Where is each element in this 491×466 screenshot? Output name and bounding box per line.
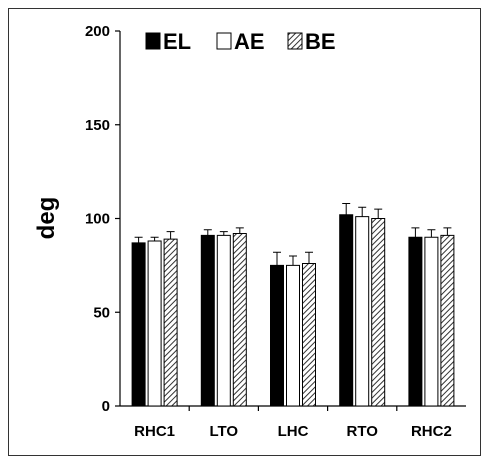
y-tick-label: 100 (85, 211, 110, 228)
legend-label-be: BE (305, 29, 336, 54)
legend-label-el: EL (163, 29, 191, 54)
bar-el-rhc1 (131, 242, 146, 407)
bar-be-lhc (302, 263, 316, 407)
bar-el-rhc2 (408, 236, 423, 407)
bar-ae-lhc (286, 264, 300, 407)
bar-ae-lto (216, 234, 231, 407)
bars (131, 214, 455, 407)
category-label: RHC1 (134, 423, 175, 440)
bar-be-lto (232, 233, 247, 407)
tick-labels: 0 50 100 150 200 RHC1 LTO LHC RTO RHC2 (85, 23, 452, 440)
bar-ae-rhc2 (424, 236, 439, 407)
bar-be-rhc1 (163, 238, 178, 407)
y-tick-label: 150 (85, 117, 110, 134)
bar-be-rhc2 (440, 234, 455, 407)
category-label: RHC2 (411, 423, 452, 440)
bar-be-rto (371, 218, 386, 407)
legend: EL AE BE (145, 29, 336, 54)
bar-el-lhc (270, 264, 284, 407)
bar-el-rto (339, 214, 354, 407)
legend-swatch-be (287, 32, 303, 50)
legend-swatch-ae (216, 32, 232, 50)
y-tick-label: 200 (85, 23, 110, 40)
error-bars (134, 203, 452, 266)
bar-ae-rhc1 (147, 240, 162, 407)
category-label: LTO (209, 423, 238, 440)
y-tick-label: 50 (93, 304, 110, 321)
y-tick-label: 0 (102, 398, 110, 415)
bar-el-lto (200, 234, 215, 407)
y-axis-label: deg (33, 197, 60, 240)
legend-swatch-el (145, 32, 161, 50)
legend-label-ae: AE (234, 29, 265, 54)
category-label: RTO (346, 423, 378, 440)
category-label: LHC (278, 423, 309, 440)
bar-ae-rto (355, 216, 370, 407)
